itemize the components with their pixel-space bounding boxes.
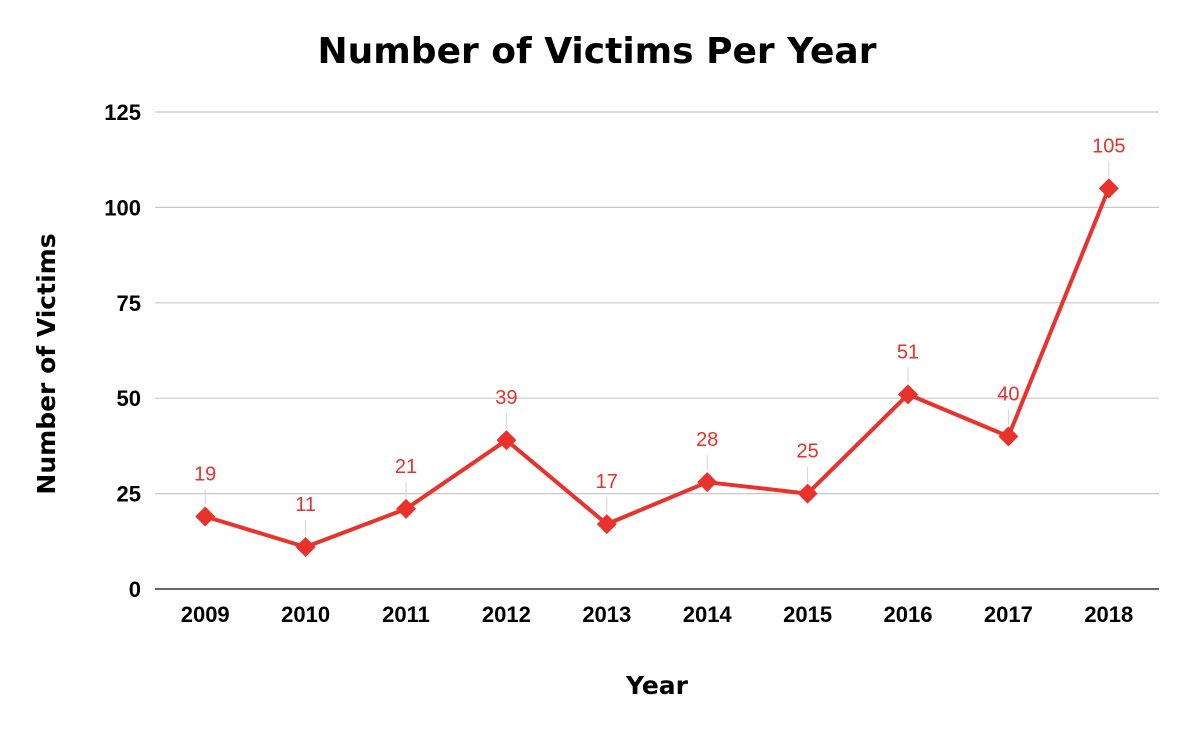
x-tick-label: 2018 [1084, 602, 1133, 627]
series-line-group [203, 186, 1111, 549]
data-point-marker [596, 514, 617, 535]
data-label: 40 [997, 383, 1019, 405]
y-axis-ticks: 0 25 50 75 100 125 [104, 100, 141, 602]
x-tick-label: 2017 [984, 602, 1033, 627]
gridlines [155, 111, 1159, 590]
data-label: 17 [596, 471, 618, 493]
data-point-marker [797, 483, 818, 504]
y-tick-label: 75 [117, 291, 141, 316]
y-tick-label: 100 [104, 195, 141, 220]
series-line [203, 186, 1111, 549]
data-point-marker [195, 506, 216, 527]
data-label: 19 [194, 463, 216, 485]
y-tick-label: 0 [129, 577, 141, 602]
y-tick-label: 125 [104, 100, 141, 125]
data-labels: 19 11 21 39 17 28 25 51 40 105 [194, 135, 1125, 516]
data-label: 51 [897, 341, 919, 363]
data-label: 11 [295, 494, 316, 516]
data-point-marker [998, 426, 1019, 447]
x-tick-label: 2012 [482, 602, 531, 627]
series-markers [195, 178, 1119, 558]
x-axis-ticks: 2009 2010 2011 2012 2013 2014 2015 2016 2017 2018 [181, 602, 1134, 627]
data-point-marker [396, 498, 416, 519]
y-tick-label: 50 [117, 386, 141, 411]
data-point-marker [295, 537, 316, 558]
data-point-marker [898, 384, 918, 405]
x-axis-title: Year [625, 671, 689, 700]
data-label: 105 [1092, 135, 1125, 157]
x-tick-label: 2013 [582, 602, 631, 627]
x-tick-label: 2016 [884, 602, 933, 627]
x-tick-label: 2009 [181, 602, 230, 627]
data-label: 39 [495, 387, 517, 409]
data-point-marker [496, 430, 517, 451]
x-tick-label: 2015 [783, 602, 832, 627]
x-tick-label: 2014 [683, 602, 733, 627]
data-label: 28 [696, 429, 718, 451]
data-label: 21 [395, 456, 417, 478]
x-tick-label: 2010 [281, 602, 330, 627]
x-tick-label: 2011 [382, 602, 430, 627]
data-label-leaders [204, 161, 1110, 536]
data-point-marker [1098, 178, 1119, 199]
data-label: 25 [796, 441, 818, 463]
y-axis-title: Number of Victims [32, 233, 61, 494]
chart-title: Number of Victims Per Year [318, 31, 877, 72]
data-point-marker [697, 472, 718, 493]
y-tick-label: 25 [117, 482, 141, 507]
